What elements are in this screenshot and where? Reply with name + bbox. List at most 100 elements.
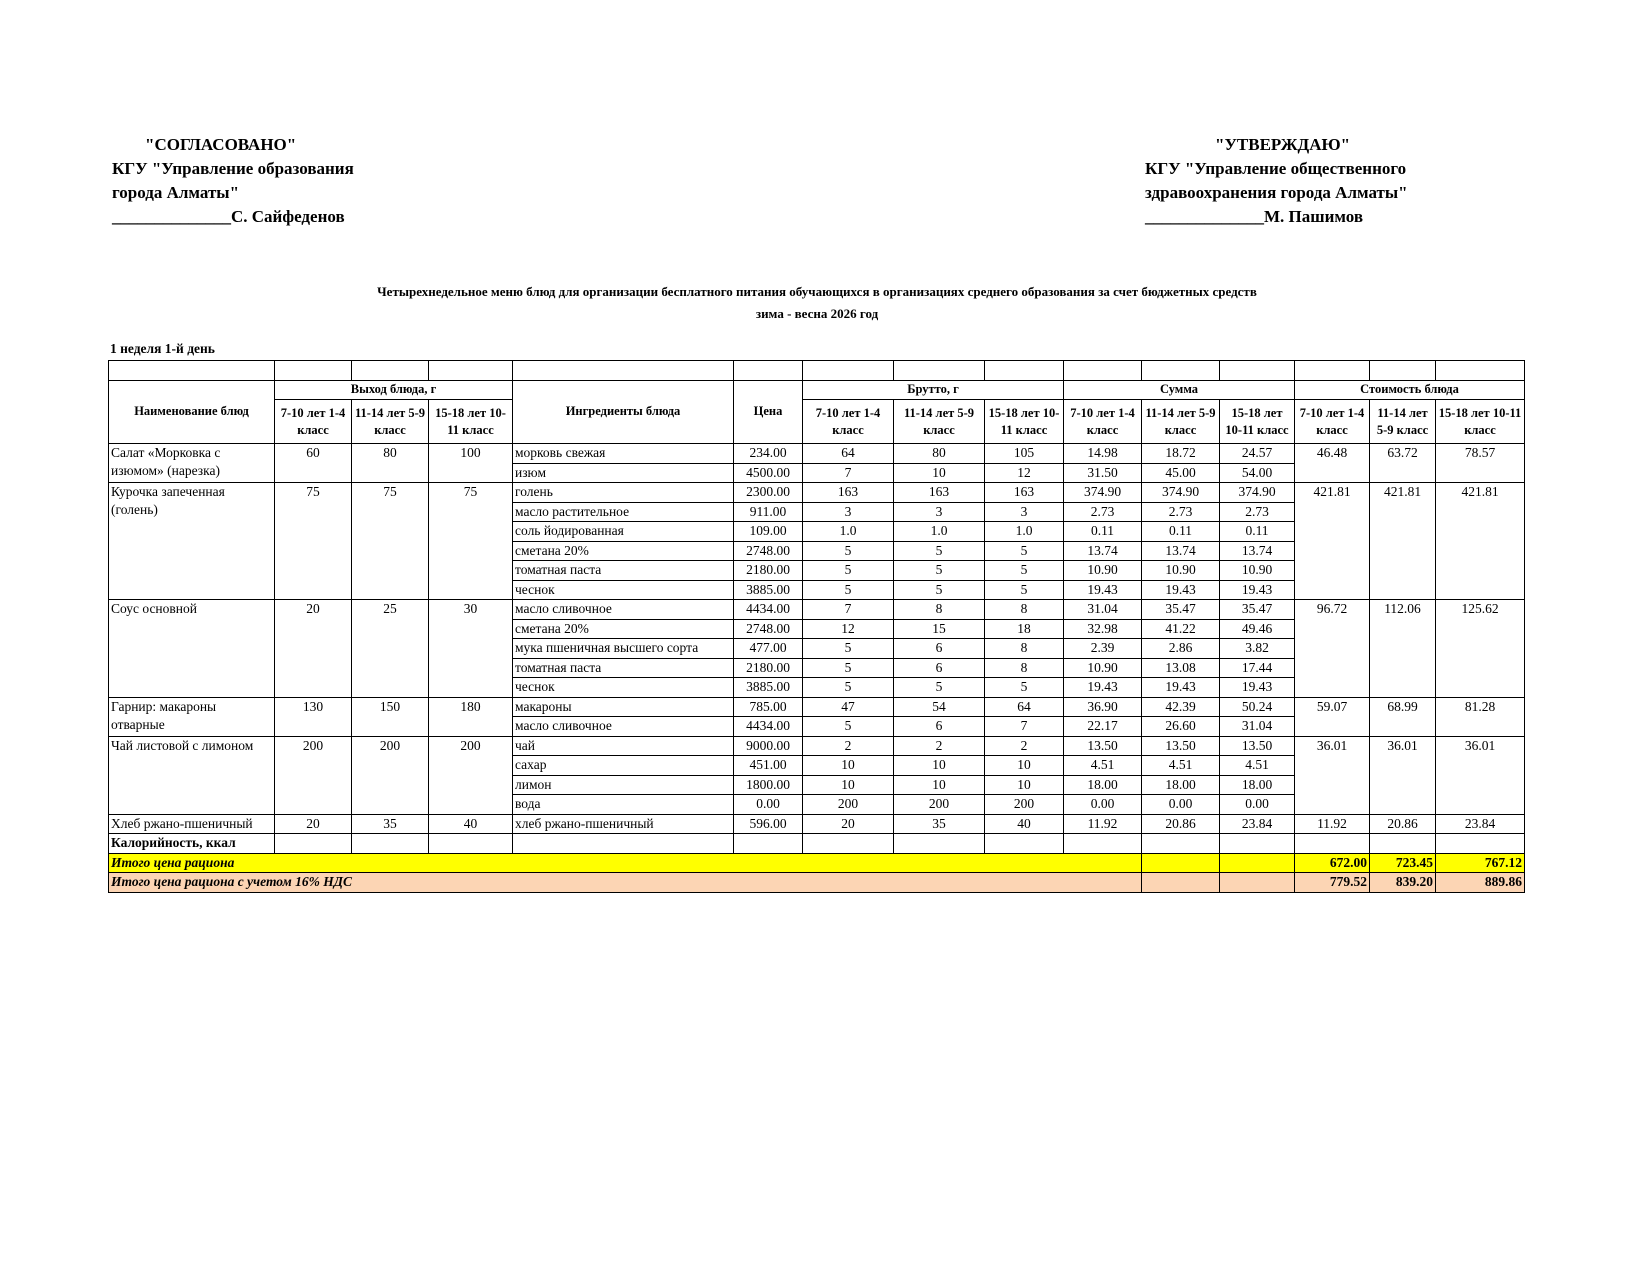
ingredient-brutto: 5 bbox=[802, 657, 894, 678]
table-row: Чай листовой с лимоном 200 200 200 чай 9000.0… bbox=[108, 735, 1525, 815]
ingredient-brutto: 64 bbox=[802, 443, 894, 464]
ingredient-brutto: 163 bbox=[984, 482, 1064, 503]
table-row: Салат «Морковка с изюмом» (нарезка) 60 80 1… bbox=[108, 443, 1525, 483]
ingredient-sum: 374.90 bbox=[1063, 482, 1142, 503]
ingredient-sum: 19.43 bbox=[1063, 579, 1142, 600]
ingredient-sum: 19.43 bbox=[1219, 677, 1295, 698]
ingredient-sum: 19.43 bbox=[1141, 677, 1220, 698]
ingredient-sum: 18.00 bbox=[1219, 774, 1295, 795]
ingredient-sum: 45.00 bbox=[1141, 462, 1220, 483]
ingredient-name: хлеб ржано-пшеничный bbox=[512, 813, 734, 834]
header-yield: Выход блюда, г bbox=[274, 379, 513, 400]
total-label: Итого цена рациона bbox=[108, 852, 1142, 873]
ingredient-name: сметана 20% bbox=[512, 618, 734, 639]
ingredient-sum: 2.73 bbox=[1219, 501, 1295, 522]
ingredient-sum: 0.00 bbox=[1141, 794, 1220, 815]
approval-signature: ______________М. Пашимов bbox=[1145, 207, 1364, 226]
ingredient-price: 2748.00 bbox=[733, 618, 803, 639]
dish-yield: 20 bbox=[274, 599, 352, 698]
approval-org: КГУ "Управление общественного bbox=[1145, 159, 1407, 178]
ingredient-sum: 3.82 bbox=[1219, 638, 1295, 659]
approval-heading: "СОГЛАСОВАНО" bbox=[145, 135, 297, 154]
empty-cell bbox=[1294, 833, 1370, 854]
ingredient-sum: 14.98 bbox=[1063, 443, 1142, 464]
dish-yield: 75 bbox=[274, 482, 352, 600]
ingredient-brutto: 2 bbox=[893, 735, 985, 756]
ingredient-price: 596.00 bbox=[733, 813, 803, 834]
ingredient-brutto: 12 bbox=[984, 462, 1064, 483]
empty-cell bbox=[1141, 852, 1220, 873]
ingredient-sum: 13.50 bbox=[1141, 735, 1220, 756]
header-cost-age: 7-10 лет 1-4 класс bbox=[1294, 399, 1370, 444]
dish-cost: 36.01 bbox=[1294, 735, 1370, 815]
ingredient-sum: 11.92 bbox=[1063, 813, 1142, 834]
ingredient-brutto: 3 bbox=[984, 501, 1064, 522]
dish-yield: 20 bbox=[274, 813, 352, 834]
ingredient-brutto: 1.0 bbox=[802, 521, 894, 542]
calories-row: Калорийность, ккал bbox=[108, 833, 1525, 854]
dish-yield: 150 bbox=[351, 696, 429, 737]
ingredient-brutto: 47 bbox=[802, 696, 894, 717]
dish-name: Чай листовой с лимоном bbox=[108, 735, 275, 815]
header-price: Цена bbox=[733, 379, 803, 444]
ingredient-sum: 0.11 bbox=[1063, 521, 1142, 542]
ingredient-brutto: 6 bbox=[893, 638, 985, 659]
ingredient-name: мука пшеничная высшего сорта bbox=[512, 638, 734, 659]
ingredient-brutto: 10 bbox=[984, 774, 1064, 795]
ingredient-sum: 31.50 bbox=[1063, 462, 1142, 483]
table-row: масло сливочное 4434.00 5 6 7 22.17 26.60 31.04 bbox=[109, 716, 1525, 737]
ingredient-sum: 13.08 bbox=[1141, 657, 1220, 678]
ingredient-sum: 10.90 bbox=[1063, 560, 1142, 581]
ingredient-sum: 0.11 bbox=[1219, 521, 1295, 542]
ingredient-name: сахар bbox=[512, 755, 734, 776]
ingredient-brutto: 10 bbox=[984, 755, 1064, 776]
ingredient-name: томатная паста bbox=[512, 657, 734, 678]
ingredient-brutto: 8 bbox=[984, 638, 1064, 659]
total-value: 767.12 bbox=[1435, 852, 1525, 873]
ingredient-brutto: 10 bbox=[802, 755, 894, 776]
ingredient-sum: 41.22 bbox=[1141, 618, 1220, 639]
dish-yield: 80 bbox=[351, 443, 429, 483]
ingredient-sum: 18.00 bbox=[1141, 774, 1220, 795]
table-row: мука пшеничная высшего сорта 477.00 5 6 8 2.3… bbox=[109, 638, 1525, 659]
header-brutto-age: 15-18 лет 10-11 класс bbox=[984, 399, 1064, 444]
table-row: чеснок 3885.00 5 5 5 19.43 19.43 19.43 bbox=[109, 579, 1525, 600]
dish-yield: 180 bbox=[428, 696, 513, 737]
total-vat-row: Итого цена рациона с учетом 16% НДС 779.5… bbox=[108, 872, 1525, 893]
dish-cost: 68.99 bbox=[1369, 696, 1436, 737]
dish-cost: 125.62 bbox=[1435, 599, 1525, 698]
dish-yield: 75 bbox=[351, 482, 429, 600]
ingredient-sum: 24.57 bbox=[1219, 443, 1295, 464]
ingredient-price: 0.00 bbox=[733, 794, 803, 815]
ingredient-sum: 10.90 bbox=[1141, 560, 1220, 581]
ingredient-name: морковь свежая bbox=[512, 443, 734, 464]
ingredient-brutto: 163 bbox=[893, 482, 985, 503]
ingredient-price: 234.00 bbox=[733, 443, 803, 464]
ingredient-sum: 13.50 bbox=[1063, 735, 1142, 756]
ingredient-name: масло сливочное bbox=[512, 716, 734, 737]
menu-table: Наименование блюд Выход блюда, г Ингреди… bbox=[108, 360, 1525, 893]
dish-name: Курочка запеченная (голень) bbox=[108, 482, 275, 600]
dish-cost: 421.81 bbox=[1294, 482, 1370, 600]
ingredient-name: лимон bbox=[512, 774, 734, 795]
ingredient-name: чеснок bbox=[512, 579, 734, 600]
table-row: сахар 451.00 10 10 10 4.51 4.51 4.51 bbox=[109, 755, 1525, 776]
ingredient-name: макароны bbox=[512, 696, 734, 717]
ingredient-brutto: 18 bbox=[984, 618, 1064, 639]
ingredient-brutto: 105 bbox=[984, 443, 1064, 464]
approval-org: города Алматы" bbox=[112, 183, 240, 202]
header-cost: Стоимость блюда bbox=[1294, 379, 1525, 400]
ingredient-brutto: 5 bbox=[802, 579, 894, 600]
total-value: 839.20 bbox=[1369, 872, 1436, 893]
ingredient-brutto: 5 bbox=[984, 677, 1064, 698]
ingredient-brutto: 5 bbox=[802, 560, 894, 581]
ingredient-price: 4500.00 bbox=[733, 462, 803, 483]
total-value: 889.86 bbox=[1435, 872, 1525, 893]
approval-heading: "УТВЕРЖДАЮ" bbox=[1215, 135, 1351, 154]
ingredient-brutto: 6 bbox=[893, 657, 985, 678]
ingredient-brutto: 7 bbox=[802, 462, 894, 483]
dish-yield: 30 bbox=[428, 599, 513, 698]
ingredient-sum: 19.43 bbox=[1063, 677, 1142, 698]
dish-yield: 200 bbox=[274, 735, 352, 815]
ingredient-sum: 13.50 bbox=[1219, 735, 1295, 756]
